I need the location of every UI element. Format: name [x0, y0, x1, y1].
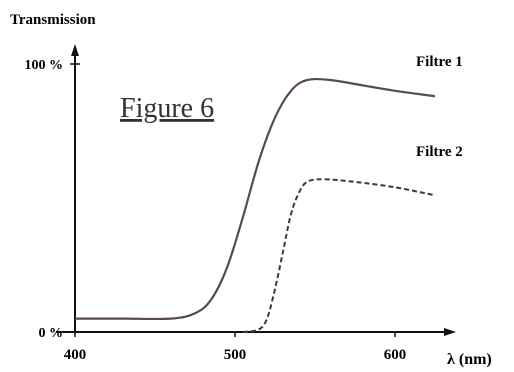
x-axis-label: λ (nm): [447, 351, 492, 368]
x-tick-label: 500: [224, 347, 247, 363]
y-tick-label: 100 %: [25, 58, 64, 73]
y-axis-label: Transmission: [10, 12, 96, 28]
series-line-2: [242, 178, 436, 333]
series-lines: [75, 77, 436, 333]
series-labels: Filtre 1 Filtre 2: [416, 54, 463, 160]
y-tick-label: 0 %: [39, 326, 64, 341]
y-ticks: 0 % 100 %: [25, 58, 80, 341]
chart-title: Figure 6: [120, 93, 214, 124]
x-ticks: 400 500 600: [64, 332, 407, 363]
series-line-1: [75, 77, 436, 321]
x-tick-label: 400: [64, 347, 87, 363]
series-label: Filtre 2: [416, 144, 463, 160]
x-axis-arrow: [444, 328, 456, 336]
x-tick-label: 600: [384, 347, 407, 363]
y-axis-arrow: [71, 44, 79, 56]
series-label: Filtre 1: [416, 54, 463, 70]
